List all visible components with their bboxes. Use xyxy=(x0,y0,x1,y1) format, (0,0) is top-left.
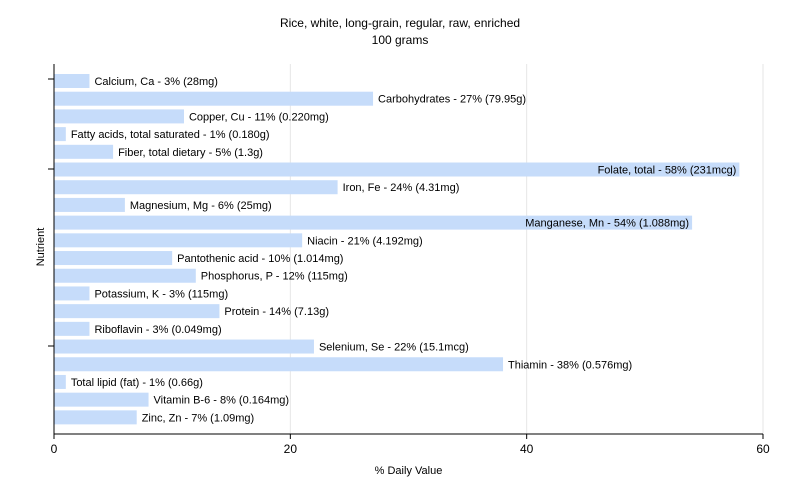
chart-title: Rice, white, long-grain, regular, raw, e… xyxy=(279,16,521,30)
bar-label-8: Manganese, Mn - 54% (1.088mg) xyxy=(525,218,689,230)
x-tick-label-1: 20 xyxy=(284,442,298,456)
chart-subtitle: 100 grams xyxy=(371,33,429,47)
bar-label-2: Copper, Cu - 11% (0.220mg) xyxy=(189,111,329,123)
bar-14 xyxy=(54,321,90,336)
bar-5 xyxy=(54,162,740,177)
bar-label-16: Thiamin - 38% (0.576mg) xyxy=(508,359,632,371)
bar-8 xyxy=(54,215,693,230)
bar-label-17: Total lipid (fat) - 1% (0.66g) xyxy=(71,377,203,389)
bar-label-11: Phosphorus, P - 12% (115mg) xyxy=(201,271,348,283)
bar-label-10: Pantothenic acid - 10% (1.014mg) xyxy=(177,253,343,265)
bar-1 xyxy=(54,91,374,106)
bar-label-18: Vitamin B-6 - 8% (0.164mg) xyxy=(154,395,290,407)
bar-0 xyxy=(54,74,90,88)
bar-11 xyxy=(54,268,196,283)
bar-label-13: Protein - 14% (7.13g) xyxy=(224,306,329,318)
bar-label-4: Fiber, total dietary - 5% (1.3g) xyxy=(118,147,263,159)
bar-18 xyxy=(54,392,149,407)
bar-17 xyxy=(54,374,66,389)
x-tick-label-2: 40 xyxy=(520,442,534,456)
bar-4 xyxy=(54,144,114,159)
bar-2 xyxy=(54,109,184,124)
bar-label-12: Potassium, K - 3% (115mg) xyxy=(94,288,228,300)
x-tick-label-0: 0 xyxy=(51,442,58,456)
bar-9 xyxy=(54,233,303,248)
bar-12 xyxy=(54,286,90,301)
bar-16 xyxy=(54,357,504,372)
bar-label-19: Zinc, Zn - 7% (1.09mg) xyxy=(142,412,254,424)
bar-label-0: Calcium, Ca - 3% (28mg) xyxy=(94,76,217,88)
bar-10 xyxy=(54,251,173,266)
bar-6 xyxy=(54,180,338,195)
bar-label-6: Iron, Fe - 24% (4.31mg) xyxy=(343,182,460,194)
bar-13 xyxy=(54,304,220,319)
bar-19 xyxy=(54,410,137,425)
bar-label-15: Selenium, Se - 22% (15.1mcg) xyxy=(319,342,469,354)
x-tick-label-3: 60 xyxy=(756,442,770,456)
y-axis-label: Nutrient xyxy=(35,227,47,267)
bar-label-5: Folate, total - 58% (231mcg) xyxy=(598,165,737,177)
bar-label-14: Riboflavin - 3% (0.049mg) xyxy=(94,324,221,336)
bar-label-1: Carbohydrates - 27% (79.95g) xyxy=(378,94,526,106)
bar-label-9: Niacin - 21% (4.192mg) xyxy=(307,235,423,247)
bar-3 xyxy=(54,127,66,142)
bar-15 xyxy=(54,339,314,354)
bar-label-3: Fatty acids, total saturated - 1% (0.180… xyxy=(71,129,270,141)
bar-7 xyxy=(54,197,125,212)
x-axis-label: % Daily Value xyxy=(374,465,443,477)
bar-label-7: Magnesium, Mg - 6% (25mg) xyxy=(130,200,272,212)
